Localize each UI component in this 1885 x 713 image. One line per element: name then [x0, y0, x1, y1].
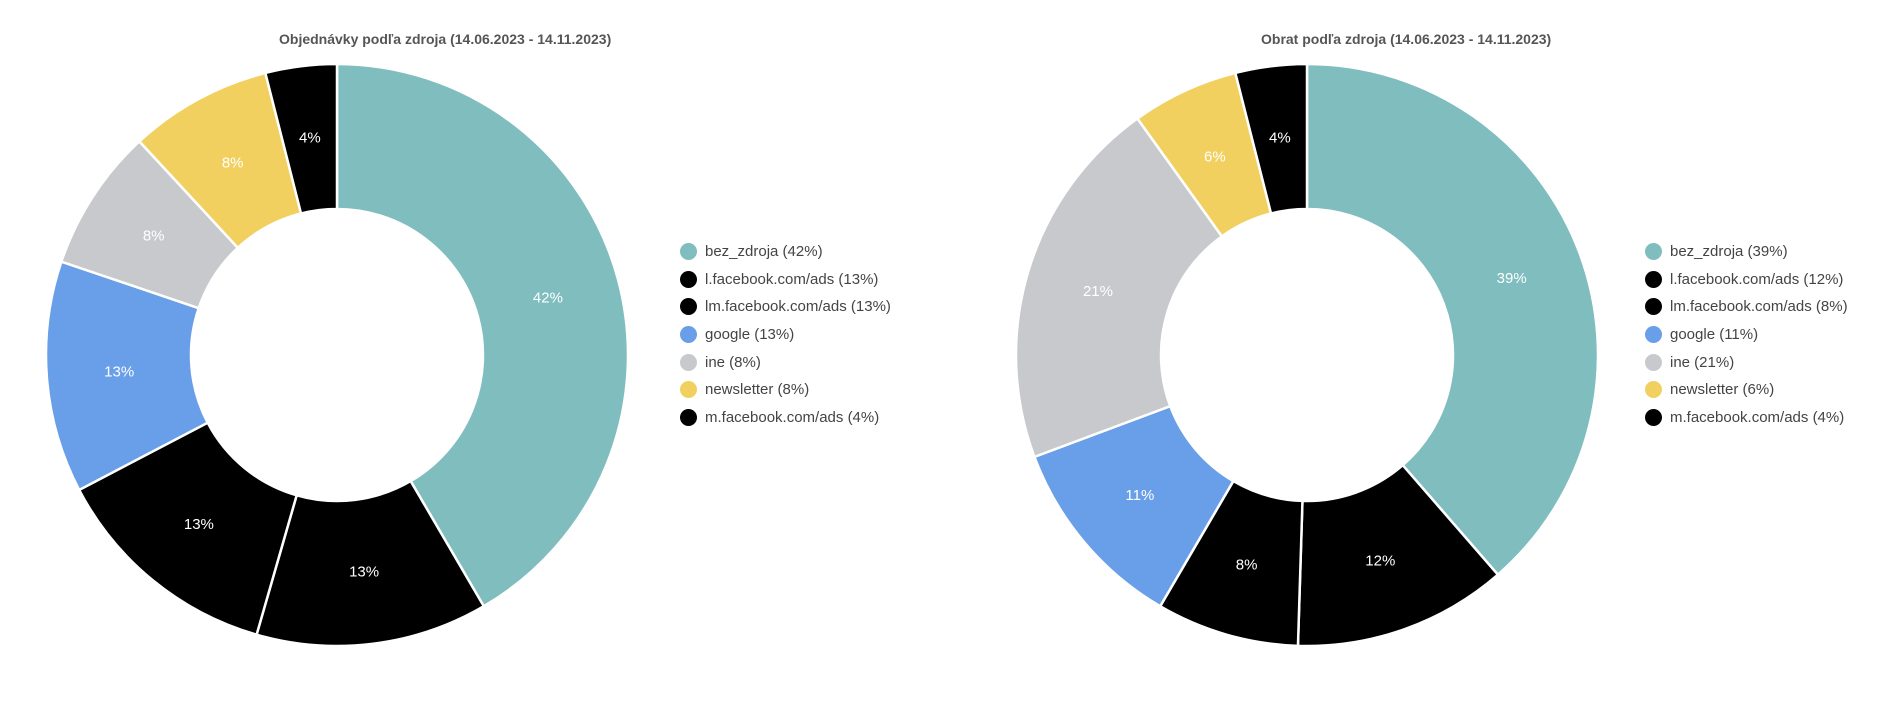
- legend-label: l.facebook.com/ads (13%): [705, 270, 879, 288]
- data-label-m-facebook-com-ads: 4%: [299, 130, 321, 147]
- legend-swatch: [1645, 408, 1662, 426]
- legend-item-newsletter[interactable]: newsletter (6%): [1645, 376, 1848, 404]
- legend-swatch: [680, 298, 697, 316]
- legend-swatch: [680, 270, 697, 288]
- legend-item-m-facebook-com-ads[interactable]: m.facebook.com/ads (4%): [680, 404, 891, 432]
- donut-chart-orders: 42% 13% 13% 13% 8% 8% 4%: [44, 62, 630, 648]
- data-label-lm-facebook-com-ads: 13%: [184, 516, 214, 533]
- legend-label: newsletter (8%): [705, 381, 810, 399]
- legend-swatch: [680, 353, 697, 371]
- legend-item-l-facebook-com-ads[interactable]: l.facebook.com/ads (13%): [680, 266, 891, 294]
- legend-label: ine (21%): [1670, 353, 1735, 371]
- legend-label: ine (8%): [705, 353, 761, 371]
- legend-swatch: [680, 326, 697, 344]
- slice-m-facebook-com-ads[interactable]: [263, 62, 339, 216]
- data-label-ine: 8%: [143, 228, 165, 245]
- legend-swatch: [680, 408, 697, 426]
- chart-title: Obrat podľa zdroja (14.06.2023 - 14.11.2…: [1261, 31, 1552, 47]
- legend-item-l-facebook-com-ads[interactable]: l.facebook.com/ads (12%): [1645, 266, 1848, 294]
- slice-l-facebook-com-ads[interactable]: [1296, 463, 1500, 648]
- data-label-google: 13%: [104, 363, 134, 380]
- orders-by-source-chart: 42% 13% 13% 13% 8% 8% 4% Objednávky podľa zdro…: [0, 0, 942, 713]
- legend-item-m-facebook-com-ads[interactable]: m.facebook.com/ads (4%): [1645, 404, 1848, 432]
- slice-bez-zdroja[interactable]: [335, 62, 630, 608]
- data-label-google: 11%: [1125, 487, 1154, 504]
- legend-item-bez-zdroja[interactable]: bez_zdroja (39%): [1645, 238, 1848, 266]
- legend: bez_zdroja (42%) l.facebook.com/ads (13%)…: [680, 238, 891, 431]
- legend: bez_zdroja (39%) l.facebook.com/ads (12%)…: [1645, 238, 1848, 431]
- slice-m-facebook-com-ads[interactable]: [1233, 62, 1309, 216]
- legend-item-ine[interactable]: ine (21%): [1645, 348, 1848, 376]
- legend-label: google (13%): [705, 326, 795, 344]
- slice-ine[interactable]: [1014, 116, 1224, 459]
- chart-title: Objednávky podľa zdroja (14.06.2023 - 14…: [279, 31, 612, 47]
- slice-google[interactable]: [44, 260, 210, 492]
- slice-lm-facebook-com-ads[interactable]: [77, 421, 299, 637]
- legend-swatch: [1645, 353, 1662, 371]
- legend-label: lm.facebook.com/ads (8%): [1670, 298, 1848, 316]
- data-label-l-facebook-com-ads: 13%: [349, 563, 379, 580]
- legend-swatch: [1645, 326, 1662, 344]
- donut-chart-revenue: 39% 12% 8% 11% 21% 6% 4%: [1014, 62, 1600, 648]
- slice-bez-zdroja[interactable]: [1305, 62, 1600, 577]
- data-label-l-facebook-com-ads: 12%: [1365, 552, 1395, 569]
- legend-swatch: [680, 381, 697, 399]
- legend-swatch: [1645, 270, 1662, 288]
- slice-l-facebook-com-ads[interactable]: [255, 479, 486, 648]
- legend-label: m.facebook.com/ads (4%): [1670, 408, 1845, 426]
- data-label-newsletter: 6%: [1204, 148, 1226, 165]
- legend-swatch: [1645, 298, 1662, 316]
- legend-label: l.facebook.com/ads (12%): [1670, 270, 1844, 288]
- data-label-newsletter: 8%: [222, 155, 244, 172]
- legend-label: m.facebook.com/ads (4%): [705, 408, 880, 426]
- revenue-by-source-chart: 39% 12% 8% 11% 21% 6% 4% Obrat podľa zdroja (1…: [943, 0, 1885, 713]
- legend-label: lm.facebook.com/ads (13%): [705, 298, 891, 316]
- legend-swatch: [1645, 243, 1662, 261]
- legend-item-google[interactable]: google (13%): [680, 321, 891, 349]
- legend-item-lm-facebook-com-ads[interactable]: lm.facebook.com/ads (13%): [680, 293, 891, 321]
- data-label-bez-zdroja: 42%: [533, 289, 563, 306]
- legend-label: bez_zdroja (42%): [705, 243, 823, 261]
- legend-item-bez-zdroja[interactable]: bez_zdroja (42%): [680, 238, 891, 266]
- legend-swatch: [1645, 381, 1662, 399]
- data-label-lm-facebook-com-ads: 8%: [1236, 556, 1258, 573]
- data-label-ine: 21%: [1083, 283, 1113, 300]
- legend-item-newsletter[interactable]: newsletter (8%): [680, 376, 891, 404]
- legend-label: newsletter (6%): [1670, 381, 1775, 399]
- legend-swatch: [680, 243, 697, 261]
- legend-item-ine[interactable]: ine (8%): [680, 348, 891, 376]
- legend-item-lm-facebook-com-ads[interactable]: lm.facebook.com/ads (8%): [1645, 293, 1848, 321]
- data-label-m-facebook-com-ads: 4%: [1269, 130, 1291, 147]
- slice-google[interactable]: [1032, 404, 1236, 608]
- legend-item-google[interactable]: google (11%): [1645, 321, 1848, 349]
- legend-label: google (11%): [1670, 326, 1759, 344]
- legend-label: bez_zdroja (39%): [1670, 243, 1788, 261]
- data-label-bez-zdroja: 39%: [1497, 270, 1527, 287]
